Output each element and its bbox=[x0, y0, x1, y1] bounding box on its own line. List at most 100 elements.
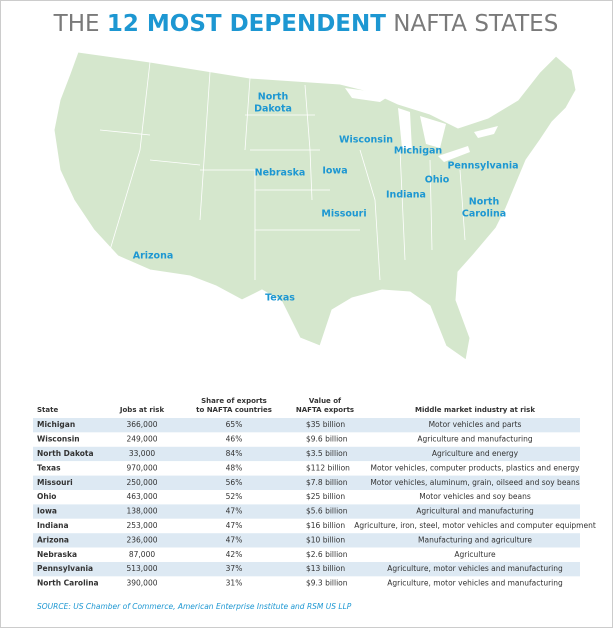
table-cell: 250,000 bbox=[126, 478, 157, 487]
state-label: Texas bbox=[265, 293, 295, 304]
state-label: Carolina bbox=[462, 209, 506, 220]
table-cell: Motor vehicles, aluminum, grain, oilseed… bbox=[370, 478, 579, 487]
table-cell: Manufacturing and agriculture bbox=[418, 535, 532, 544]
table-cell: Agriculture, motor vehicles and manufact… bbox=[387, 564, 563, 573]
table-cell: Michigan bbox=[37, 420, 75, 429]
table-cell: Ohio bbox=[37, 492, 56, 501]
table-cell: 47% bbox=[226, 507, 243, 516]
title-suffix: NAFTA STATES bbox=[393, 11, 558, 37]
table-cell: 65% bbox=[226, 420, 243, 429]
table-cell: North Dakota bbox=[37, 449, 94, 458]
column-header: to NAFTA countries bbox=[196, 406, 272, 414]
state-label: Indiana bbox=[386, 190, 426, 201]
table-cell: Nebraska bbox=[37, 550, 77, 559]
table-cell: $5.6 billion bbox=[306, 507, 348, 516]
table-cell: 48% bbox=[226, 463, 243, 472]
row-bg bbox=[33, 490, 580, 505]
table-cell: Agriculture and energy bbox=[432, 449, 519, 458]
state-label: Dakota bbox=[254, 104, 292, 115]
table-cell: $35 billion bbox=[306, 420, 345, 429]
table-cell: $112 billion bbox=[306, 463, 350, 472]
table-cell: 390,000 bbox=[126, 579, 157, 588]
state-label: Missouri bbox=[321, 209, 366, 220]
table-cell: 33,000 bbox=[129, 449, 155, 458]
table-cell: Motor vehicles and soy beans bbox=[419, 492, 531, 501]
table-cell: $2.6 billion bbox=[306, 550, 348, 559]
table-cell: $9.3 billion bbox=[306, 579, 348, 588]
title: THE 12 MOST DEPENDENT NAFTA STATES bbox=[53, 11, 559, 37]
table-cell: North Carolina bbox=[37, 579, 99, 588]
table-cell: Arizona bbox=[37, 535, 69, 544]
table-cell: $25 billion bbox=[306, 492, 345, 501]
table-cell: 56% bbox=[226, 478, 243, 487]
row-shade bbox=[33, 562, 580, 577]
column-header: Value of bbox=[309, 397, 342, 405]
table-cell: $13 billion bbox=[306, 564, 345, 573]
table-cell: 138,000 bbox=[126, 507, 157, 516]
state-label: Pennsylvania bbox=[447, 161, 518, 172]
state-label: Iowa bbox=[322, 166, 347, 177]
table-cell: Indiana bbox=[37, 521, 69, 530]
table-cell: 236,000 bbox=[126, 535, 157, 544]
column-header: Share of exports bbox=[201, 397, 267, 405]
table-cell: 513,000 bbox=[126, 564, 157, 573]
table-cell: Motor vehicles, computer products, plast… bbox=[371, 463, 580, 472]
column-header: Middle market industry at risk bbox=[415, 406, 535, 414]
table-cell: 970,000 bbox=[126, 463, 157, 472]
table-cell: 463,000 bbox=[126, 492, 157, 501]
state-label: Nebraska bbox=[255, 168, 306, 179]
table-cell: $7.8 billion bbox=[306, 478, 348, 487]
state-borders bbox=[99, 61, 466, 281]
table-cell: Wisconsin bbox=[37, 435, 80, 444]
table-cell: Texas bbox=[37, 463, 61, 472]
table-cell: 52% bbox=[226, 492, 243, 501]
row-shade bbox=[33, 446, 580, 462]
state-label: Wisconsin bbox=[339, 135, 393, 146]
great-lakes bbox=[345, 88, 498, 162]
source: SOURCE: US Chamber of Commerce, American… bbox=[37, 602, 352, 611]
table-cell: 84% bbox=[226, 449, 243, 458]
table-cell: Motor vehicles and parts bbox=[429, 420, 522, 429]
row-shade bbox=[33, 475, 580, 490]
row-shade bbox=[33, 504, 580, 519]
table-cell: $3.5 billion bbox=[306, 449, 348, 458]
row-shade bbox=[33, 533, 580, 548]
table-cell: 37% bbox=[226, 564, 243, 573]
state-label: North bbox=[469, 197, 500, 208]
row-bg bbox=[33, 547, 580, 562]
row-bg bbox=[33, 518, 580, 534]
table-cell: Pennsylvania bbox=[37, 564, 93, 573]
us-outline bbox=[53, 51, 577, 361]
table-cell: Agriculture, motor vehicles and manufact… bbox=[387, 579, 563, 588]
state-label: Ohio bbox=[425, 175, 450, 186]
table-cell: Agricultural and manufacturing bbox=[416, 507, 534, 516]
row-shade bbox=[33, 418, 580, 433]
column-header: State bbox=[37, 406, 58, 414]
table-cell: $16 billion bbox=[306, 521, 345, 530]
table-cell: 47% bbox=[226, 535, 243, 544]
table-cell: Agriculture, iron, steel, motor vehicles… bbox=[354, 521, 596, 530]
column-header: Jobs at risk bbox=[119, 406, 165, 414]
table-cell: Agriculture and manufacturing bbox=[417, 435, 533, 444]
table-cell: 253,000 bbox=[126, 521, 157, 530]
row-bg bbox=[33, 576, 580, 591]
table-cell: 87,000 bbox=[129, 550, 155, 559]
table-cell: Iowa bbox=[37, 507, 57, 516]
table-cell: $9.6 billion bbox=[306, 435, 348, 444]
table-cell: 47% bbox=[226, 521, 243, 530]
table-cell: Missouri bbox=[37, 478, 73, 487]
table-cell: Agriculture bbox=[454, 550, 496, 559]
state-label: North bbox=[258, 92, 289, 103]
state-label: Arizona bbox=[133, 251, 174, 262]
table-cell: $10 billion bbox=[306, 535, 345, 544]
table-cell: 249,000 bbox=[126, 435, 157, 444]
state-label: Michigan bbox=[394, 146, 443, 157]
title-highlight: 12 MOST DEPENDENT bbox=[107, 11, 386, 37]
row-bg bbox=[33, 432, 580, 447]
table-cell: 366,000 bbox=[126, 420, 157, 429]
title-prefix: THE bbox=[53, 11, 100, 37]
